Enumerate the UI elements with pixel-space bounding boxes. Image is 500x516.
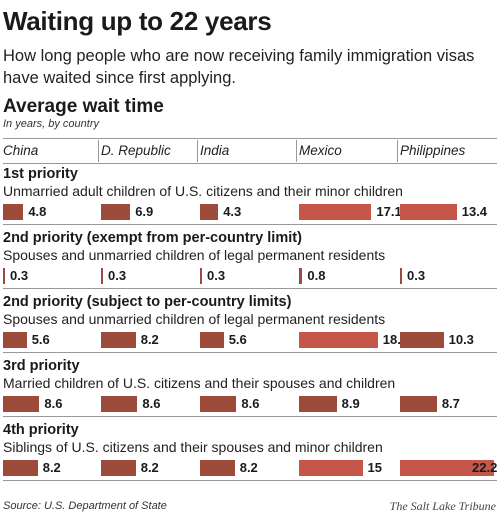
priority-name: 3rd priority [3,358,80,374]
bar-mexico [299,396,337,412]
bar-china [3,268,5,284]
value-label: 17.1 [376,204,402,219]
bar-india [200,396,237,412]
bar-d-republic [101,460,136,476]
priority-name: 2nd priority (exempt from per-country li… [3,230,302,246]
bar-mexico [299,204,372,220]
value-label: 0.3 [407,268,426,283]
column-divider [296,140,297,162]
value-label: 5.6 [31,332,50,347]
value-label: 0.3 [108,268,127,283]
bar-d-republic [101,396,138,412]
country-label: D. Republic [101,143,171,158]
row-rule [3,352,497,353]
bar-india [200,460,235,476]
value-label: 8.9 [341,396,360,411]
bar-philippines [400,204,457,220]
bar-india [200,268,202,284]
units-note: In years, by country [3,118,99,130]
bar-mexico [299,268,303,284]
value-label: 22.2 [472,460,498,475]
bar-china [3,332,27,348]
row-rule [3,416,497,417]
column-divider [98,140,99,162]
column-divider [197,140,198,162]
value-label: 8.7 [441,396,460,411]
value-label: 8.2 [239,460,258,475]
header-rule [3,138,497,139]
priority-name: 2nd priority (subject to per-country lim… [3,294,292,310]
bar-china [3,460,38,476]
chart-subtitle: How long people who are now receiving fa… [3,47,475,87]
source-note: Source: U.S. Department of State [3,500,167,512]
bar-mexico [299,332,378,348]
country-label: Mexico [299,143,342,158]
row-rule [3,288,497,289]
header-rule [3,163,497,164]
bar-philippines [400,460,494,476]
country-label: India [200,143,230,158]
value-label: 0.8 [307,268,326,283]
value-label: 5.6 [228,332,247,347]
priority-description: Siblings of U.S. citizens and their spou… [3,439,383,455]
country-label: Philippines [400,143,466,158]
value-label: 8.2 [140,332,159,347]
column-divider [397,140,398,162]
priority-description: Spouses and unmarried children of legal … [3,247,386,263]
bar-philippines [400,332,444,348]
value-label: 8.6 [44,396,63,411]
value-label: 8.2 [140,460,159,475]
value-label: 8.6 [142,396,161,411]
value-label: 10.3 [448,332,474,347]
bar-philippines [400,396,437,412]
bar-india [200,204,219,220]
row-rule [3,480,497,481]
priority-description: Married children of U.S. citizens and th… [3,375,396,391]
chart-title: Waiting up to 22 years [3,6,272,36]
row-rule [3,224,497,225]
bar-mexico [299,460,363,476]
bar-d-republic [101,204,131,220]
priority-description: Unmarried adult children of U.S. citizen… [3,183,403,199]
bar-philippines [400,268,402,284]
value-label: 13.4 [461,204,488,219]
value-label: 0.3 [10,268,29,283]
bar-china [3,204,24,220]
value-label: 15 [367,460,382,475]
priority-description: Spouses and unmarried children of legal … [3,311,386,327]
bar-india [200,332,224,348]
bar-d-republic [101,332,136,348]
value-label: 8.6 [241,396,260,411]
value-label: 8.2 [42,460,61,475]
value-label: 0.3 [207,268,226,283]
bar-d-republic [101,268,103,284]
credit-logo: The Salt Lake Tribune [389,499,496,513]
value-label: 4.3 [223,204,242,219]
priority-name: 4th priority [3,422,79,438]
country-label: China [3,143,39,158]
priority-name: 1st priority [3,166,78,182]
value-label: 6.9 [135,204,154,219]
section-title: Average wait time [3,96,164,117]
bar-china [3,396,40,412]
value-label: 4.8 [28,204,47,219]
